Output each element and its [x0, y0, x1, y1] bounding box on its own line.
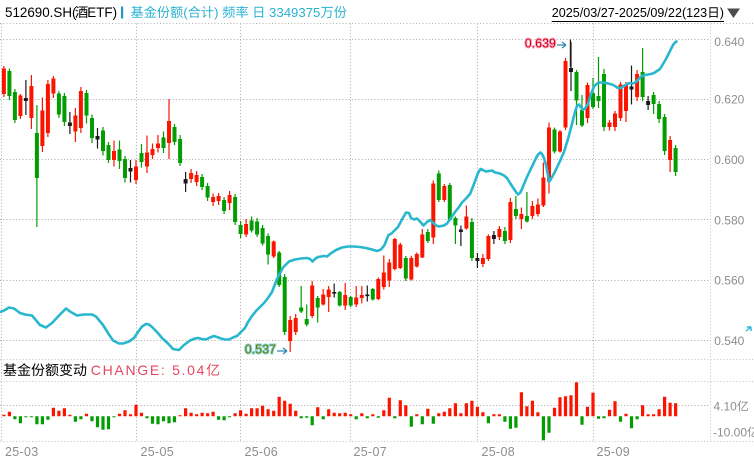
svg-text:CHANGE: 5.04: CHANGE: 5.04: [91, 362, 206, 378]
svg-text:512690.SH(: 512690.SH(: [5, 5, 77, 20]
svg-text:0.640: 0.640: [714, 35, 744, 49]
svg-text:-10.00: -10.00: [713, 426, 747, 440]
svg-text:0.560: 0.560: [714, 274, 744, 288]
svg-text:25-06: 25-06: [245, 445, 278, 459]
svg-text:): ): [214, 5, 222, 20]
svg-text:25-05: 25-05: [141, 445, 174, 459]
svg-text:2025/03/27-2025/09/22(123: 2025/03/27-2025/09/22(123: [552, 6, 707, 20]
svg-text:): ): [720, 6, 724, 20]
svg-text:25-09: 25-09: [597, 445, 630, 459]
svg-text:ETF): ETF): [87, 5, 117, 20]
svg-text:0.620: 0.620: [714, 93, 744, 107]
svg-text:0.537: 0.537: [245, 343, 276, 357]
svg-text:(: (: [183, 5, 188, 20]
svg-text:0.600: 0.600: [714, 153, 744, 167]
svg-text:0.580: 0.580: [714, 213, 744, 227]
svg-text:4.10: 4.10: [714, 400, 738, 414]
svg-text:25-03: 25-03: [5, 445, 38, 459]
svg-text:25-07: 25-07: [354, 445, 387, 459]
svg-text:3349375: 3349375: [265, 5, 320, 20]
svg-text:25-08: 25-08: [482, 445, 515, 459]
svg-text:0.639: 0.639: [525, 36, 556, 50]
svg-text:0.540: 0.540: [714, 334, 744, 348]
